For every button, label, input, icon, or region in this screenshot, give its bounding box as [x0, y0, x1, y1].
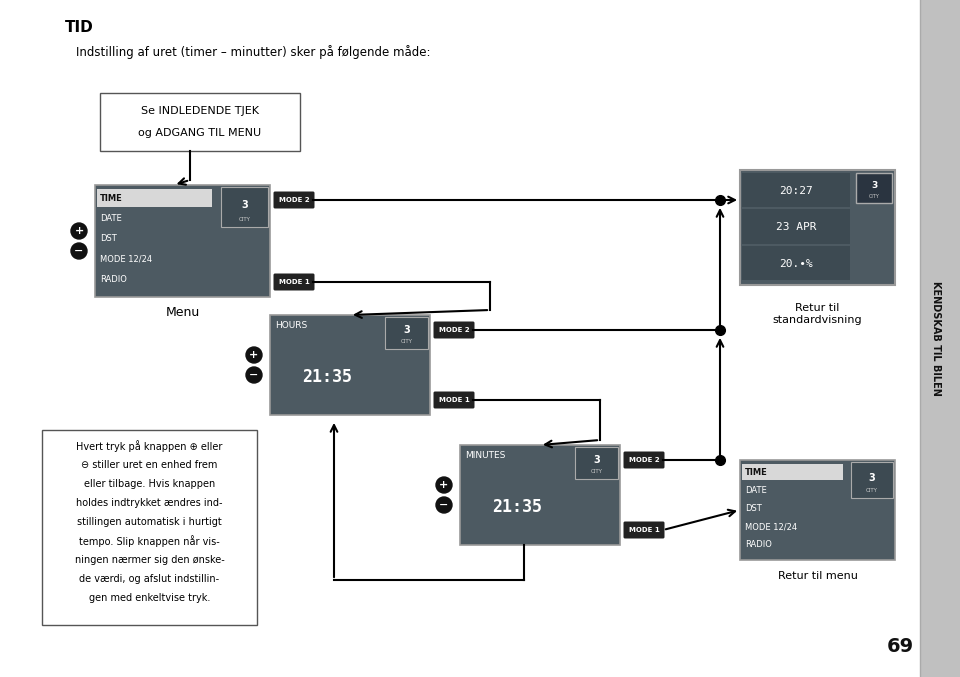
Text: MODE 2: MODE 2 [278, 197, 309, 203]
Text: Retur til
standardvisning: Retur til standardvisning [773, 303, 862, 324]
Bar [385, 317, 428, 349]
Bar [100, 93, 300, 151]
Text: CITY: CITY [400, 339, 413, 345]
Text: RADIO: RADIO [745, 540, 772, 550]
Text: TIME: TIME [100, 194, 123, 202]
Text: 69: 69 [886, 638, 914, 657]
Text: DATE: DATE [745, 486, 767, 495]
Text: CITY: CITY [238, 217, 251, 222]
Text: HOURS: HOURS [275, 320, 307, 330]
Text: CITY: CITY [869, 194, 879, 199]
Bar [95, 185, 270, 297]
Text: og ADGANG TIL MENU: og ADGANG TIL MENU [138, 128, 261, 138]
Circle shape [71, 243, 87, 259]
Text: −: − [74, 246, 84, 256]
Text: 3: 3 [403, 326, 410, 335]
Bar [742, 464, 844, 481]
Circle shape [436, 477, 452, 493]
Text: TID: TID [65, 20, 94, 35]
Bar [97, 189, 212, 207]
Text: 21:35: 21:35 [302, 368, 352, 386]
Text: 3: 3 [871, 181, 877, 190]
Text: ⊖ stiller uret en enhed frem: ⊖ stiller uret en enhed frem [82, 460, 218, 470]
Text: 20:27: 20:27 [779, 186, 813, 196]
Bar [42, 430, 257, 625]
Bar [742, 209, 850, 244]
Text: 3: 3 [593, 456, 600, 466]
Circle shape [246, 367, 262, 383]
Text: ningen nærmer sig den ønske-: ningen nærmer sig den ønske- [75, 555, 225, 565]
Circle shape [436, 497, 452, 513]
FancyBboxPatch shape [434, 391, 474, 408]
Text: MODE 1: MODE 1 [629, 527, 660, 533]
Circle shape [71, 223, 87, 239]
Text: 3: 3 [869, 473, 876, 483]
Text: MODE 12/24: MODE 12/24 [100, 255, 152, 264]
Text: tempo. Slip knappen når vis-: tempo. Slip knappen når vis- [79, 535, 220, 547]
Text: MINUTES: MINUTES [465, 450, 505, 460]
Text: +: + [74, 226, 84, 236]
FancyBboxPatch shape [274, 274, 315, 290]
Bar [856, 173, 892, 203]
Text: DST: DST [745, 504, 761, 513]
Text: Indstilling af uret (timer – minutter) sker på følgende måde:: Indstilling af uret (timer – minutter) s… [76, 45, 430, 59]
Text: −: − [250, 370, 258, 380]
Text: MODE 1: MODE 1 [439, 397, 469, 403]
Text: 3: 3 [241, 200, 248, 210]
Bar [221, 187, 268, 227]
Bar [742, 246, 850, 280]
Text: +: + [440, 480, 448, 490]
Text: +: + [250, 350, 258, 360]
Circle shape [246, 347, 262, 363]
Text: KENDSKAB TIL BILEN: KENDSKAB TIL BILEN [931, 281, 941, 396]
Text: MODE 12/24: MODE 12/24 [745, 522, 797, 531]
Text: 21:35: 21:35 [492, 498, 542, 516]
Text: Menu: Menu [165, 307, 200, 320]
Text: CITY: CITY [590, 469, 602, 475]
Text: RADIO: RADIO [100, 275, 127, 284]
FancyBboxPatch shape [274, 192, 315, 209]
Text: Retur til menu: Retur til menu [778, 571, 857, 581]
Text: CITY: CITY [866, 488, 878, 494]
Bar [270, 315, 430, 415]
FancyBboxPatch shape [434, 322, 474, 338]
Text: holdes indtrykket ændres ind-: holdes indtrykket ændres ind- [76, 498, 223, 508]
Bar [740, 170, 895, 285]
Bar [742, 173, 850, 207]
Text: Se INDLEDENDE TJEK: Se INDLEDENDE TJEK [141, 106, 259, 116]
Text: DATE: DATE [100, 214, 122, 223]
Text: stillingen automatisk i hurtigt: stillingen automatisk i hurtigt [77, 517, 222, 527]
Text: eller tilbage. Hvis knappen: eller tilbage. Hvis knappen [84, 479, 215, 489]
Bar [740, 460, 895, 560]
Text: MODE 2: MODE 2 [439, 327, 469, 333]
Text: gen med enkeltvise tryk.: gen med enkeltvise tryk. [89, 593, 210, 603]
Text: de værdi, og afslut indstillin-: de værdi, og afslut indstillin- [80, 574, 220, 584]
Bar [460, 445, 620, 545]
Text: −: − [440, 500, 448, 510]
Text: MODE 1: MODE 1 [278, 279, 309, 285]
Text: TIME: TIME [745, 468, 768, 477]
Bar [575, 447, 618, 479]
Bar [852, 462, 893, 498]
Text: DST: DST [100, 234, 117, 244]
Text: MODE 2: MODE 2 [629, 457, 660, 463]
Text: 23 APR: 23 APR [776, 223, 816, 232]
FancyBboxPatch shape [623, 452, 664, 468]
Text: 20.•%: 20.•% [779, 259, 813, 269]
FancyBboxPatch shape [623, 521, 664, 538]
Bar [920, 0, 960, 677]
Text: Hvert tryk på knappen ⊕ eller: Hvert tryk på knappen ⊕ eller [76, 440, 223, 452]
